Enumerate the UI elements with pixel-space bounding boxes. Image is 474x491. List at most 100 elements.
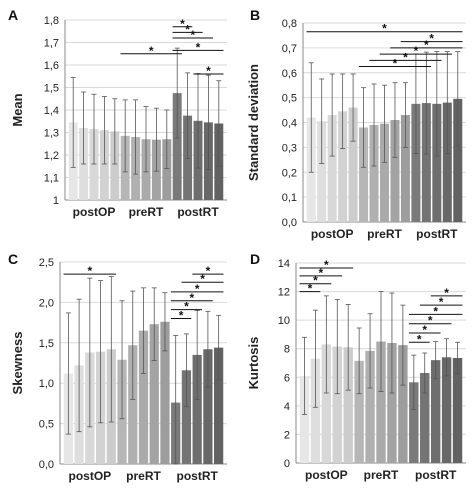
chart-panel-b: 0,0 0,1 0,2 0,3 0,4 0,5 0,6 0,7 0,8 postOP preRT po… bbox=[246, 7, 466, 241]
bar bbox=[317, 121, 327, 222]
x-group-label: postRT bbox=[177, 469, 219, 483]
x-group-label: postOP bbox=[73, 205, 116, 219]
y-tick-label: 0,5 bbox=[282, 93, 297, 105]
significance-star: * bbox=[417, 332, 422, 346]
bar bbox=[400, 115, 410, 222]
significance-star: * bbox=[206, 64, 211, 78]
chart-panel-a: 1 1,1 1,2 1,3 1,4 1,5 1,6 1,7 1,8 postOP preRT post… bbox=[8, 7, 227, 219]
y-tick-label: 1,7 bbox=[44, 38, 59, 50]
y-tick-label: 0,8 bbox=[282, 18, 297, 30]
y-tick-label: 0,5 bbox=[39, 419, 54, 431]
y-tick-label: 1,5 bbox=[39, 338, 54, 350]
y-tick-label: 0,6 bbox=[282, 68, 297, 80]
significance-star: * bbox=[196, 40, 201, 54]
bar bbox=[369, 124, 379, 222]
significance-star: * bbox=[403, 50, 408, 64]
bar bbox=[160, 321, 170, 464]
bar bbox=[338, 111, 348, 222]
significance-star: * bbox=[149, 44, 154, 58]
bar bbox=[343, 347, 353, 463]
bar bbox=[89, 129, 99, 200]
y-tick-label: 0,0 bbox=[39, 459, 54, 471]
significance-star: * bbox=[414, 44, 419, 58]
y-tick-label: 1,5 bbox=[44, 83, 59, 95]
bar bbox=[379, 123, 390, 222]
y-axis-label: Skewness bbox=[10, 332, 25, 395]
y-tick-label: 1,2 bbox=[44, 150, 59, 162]
y-axis-label: Kurtosis bbox=[246, 337, 261, 390]
significance-star: * bbox=[190, 28, 195, 42]
panel-label: A bbox=[8, 7, 18, 23]
bar bbox=[421, 103, 431, 222]
significance-star: * bbox=[185, 22, 190, 36]
significance-star: * bbox=[444, 286, 449, 300]
bar bbox=[348, 107, 358, 222]
bar bbox=[409, 382, 419, 463]
significance-star: * bbox=[200, 272, 205, 286]
bar bbox=[376, 341, 386, 463]
bar bbox=[214, 347, 224, 464]
bar bbox=[354, 360, 364, 463]
significance-star: * bbox=[324, 258, 329, 272]
bar bbox=[321, 344, 332, 463]
y-tick-label: 0,2 bbox=[282, 167, 297, 179]
bar bbox=[430, 360, 441, 463]
y-tick-label: 2,5 bbox=[39, 257, 54, 269]
significance-star: * bbox=[393, 57, 398, 71]
y-tick-label: 0,1 bbox=[282, 192, 297, 204]
y-tick-label: 1,1 bbox=[44, 173, 59, 185]
significance-star: * bbox=[319, 266, 324, 280]
x-group-label: preRT bbox=[367, 227, 402, 241]
significance-star: * bbox=[433, 304, 438, 318]
x-group-label: postRT bbox=[177, 205, 219, 219]
significance-star: * bbox=[429, 32, 434, 46]
bar bbox=[453, 98, 463, 222]
y-tick-label: 2,0 bbox=[39, 297, 54, 309]
significance-star: * bbox=[313, 274, 318, 288]
significance-star: * bbox=[206, 264, 211, 278]
x-group-label: postOP bbox=[305, 468, 348, 482]
y-tick-label: 0,3 bbox=[282, 142, 297, 154]
x-group-label: postRT bbox=[416, 227, 458, 241]
y-axis-label: Mean bbox=[10, 93, 25, 126]
y-tick-label: 8 bbox=[284, 344, 290, 356]
significance-star: * bbox=[428, 314, 433, 328]
x-group-label: postOP bbox=[311, 227, 354, 241]
y-tick-label: 1,0 bbox=[39, 378, 54, 390]
significance-star: * bbox=[87, 264, 92, 278]
bar bbox=[299, 375, 310, 463]
bar bbox=[181, 370, 192, 464]
panel-label: D bbox=[250, 251, 260, 267]
y-tick-label: 1,8 bbox=[44, 15, 59, 27]
y-tick-label: 1 bbox=[53, 195, 59, 207]
significance-star: * bbox=[189, 291, 194, 305]
significance-star: * bbox=[422, 323, 427, 337]
bar bbox=[432, 103, 442, 222]
y-tick-label: 0,7 bbox=[282, 43, 297, 55]
y-tick-label: 1,3 bbox=[44, 128, 59, 140]
x-group-label: preRT bbox=[126, 469, 161, 483]
y-tick-label: 2 bbox=[284, 429, 290, 441]
y-axis-label: Standard deviation bbox=[246, 64, 261, 181]
bar bbox=[128, 345, 138, 464]
y-tick-label: 0,4 bbox=[282, 118, 297, 130]
significance-star: * bbox=[184, 300, 189, 314]
bar bbox=[99, 130, 109, 200]
significance-star: * bbox=[195, 282, 200, 296]
bar bbox=[192, 354, 202, 464]
panel-label: C bbox=[8, 251, 18, 267]
y-tick-label: 14 bbox=[278, 258, 290, 270]
bar bbox=[310, 358, 321, 463]
x-group-label: preRT bbox=[364, 468, 399, 482]
x-group-label: preRT bbox=[129, 205, 164, 219]
bar bbox=[387, 343, 397, 463]
y-tick-label: 10 bbox=[278, 315, 290, 327]
y-tick-label: 1,4 bbox=[44, 105, 59, 117]
bar bbox=[442, 102, 452, 222]
bar bbox=[452, 358, 463, 463]
bar bbox=[398, 345, 408, 463]
bar bbox=[172, 93, 182, 200]
panel-label: B bbox=[250, 7, 260, 23]
